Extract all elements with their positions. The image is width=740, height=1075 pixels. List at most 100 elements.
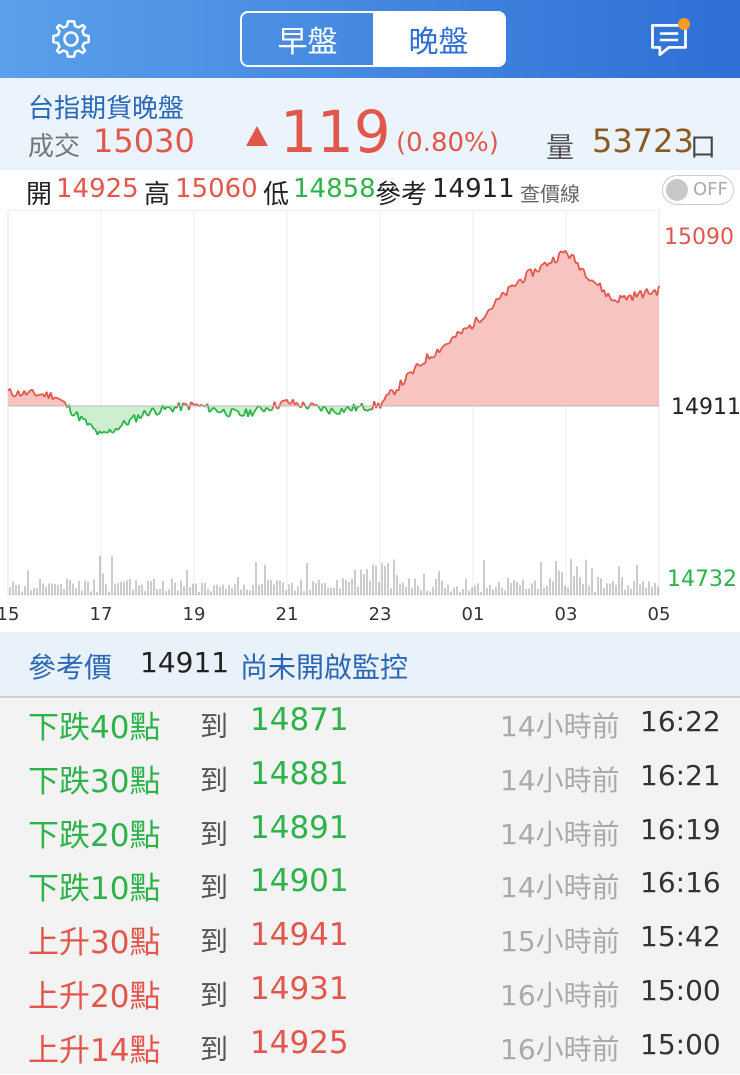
price-line-segment — [380, 402, 382, 409]
alert-label: 下跌30點 — [28, 756, 160, 801]
change-value: 119 — [280, 100, 391, 164]
price-line-segment — [266, 408, 268, 410]
monitor-status[interactable]: 尚未開啟監控 — [240, 646, 408, 686]
change-percent: (0.80%) — [396, 128, 499, 158]
notification-badge — [678, 18, 690, 30]
price-line-segment — [14, 396, 16, 397]
alert-label: 上升20點 — [28, 971, 160, 1016]
price-line-segment — [193, 404, 195, 405]
x-tick-label: 21 — [276, 604, 299, 625]
alert-ago: 14小時前 — [500, 759, 620, 799]
price-line-segment — [57, 398, 59, 399]
alert-to: 到 — [200, 1028, 228, 1068]
price-line-toggle[interactable]: OFF — [662, 175, 734, 205]
price-line-segment — [541, 264, 543, 265]
alert-label: 下跌40點 — [28, 702, 160, 747]
monitor-ref-value: 14911 — [140, 646, 229, 679]
price-line-segment — [594, 282, 596, 283]
alert-time: 16:16 — [640, 866, 721, 899]
price-line-segment — [232, 408, 234, 409]
price-line-segment — [61, 400, 63, 401]
price-line-segment — [502, 292, 504, 293]
price-line-segment — [185, 404, 187, 405]
price-line-segment — [445, 344, 447, 345]
price-line-segment — [362, 403, 364, 410]
monitor-bar: 參考價 14911 尚未開啟監控 — [0, 632, 740, 698]
x-tick-label: 01 — [462, 604, 485, 625]
price-line-segment — [572, 254, 574, 255]
price-line-segment — [490, 309, 492, 310]
price-line-segment — [93, 428, 95, 429]
high-label: 高 — [144, 174, 170, 211]
alert-to: 到 — [200, 759, 228, 799]
alert-time: 16:19 — [640, 813, 721, 846]
tab-night[interactable]: 晚盤 — [373, 13, 504, 65]
price-line-segment — [181, 403, 183, 411]
price-line-segment — [458, 331, 460, 332]
price-line-segment — [220, 412, 222, 413]
monitor-ref-label: 參考價 — [28, 646, 112, 686]
alert-to: 到 — [200, 866, 228, 906]
alert-label: 上升14點 — [28, 1025, 160, 1070]
low-label: 低 — [263, 174, 289, 211]
price-line-segment — [488, 309, 490, 310]
price-line-segment — [443, 344, 445, 346]
ref-label: 參考 — [375, 174, 427, 211]
low-value: 14858 — [293, 174, 376, 204]
top-bar: 早盤 晚盤 — [0, 0, 740, 78]
gear-icon[interactable] — [48, 16, 94, 62]
price-line-segment — [102, 432, 104, 434]
x-tick-label: 15 — [0, 604, 19, 625]
instrument-title: 台指期貨晚盤 — [28, 88, 184, 125]
alert-ago: 15小時前 — [500, 920, 620, 960]
alert-to: 到 — [200, 705, 228, 745]
alert-to: 到 — [200, 920, 228, 960]
alert-to: 到 — [200, 974, 228, 1014]
x-tick-label: 19 — [183, 604, 206, 625]
alert-label: 下跌10點 — [28, 863, 160, 908]
alert-price: 14871 — [250, 702, 349, 738]
session-switch: 早盤 晚盤 — [240, 11, 506, 67]
x-tick-label: 17 — [90, 604, 113, 625]
quote-panel: 台指期貨晚盤 成交 15030 119 (0.80%) 量 53723 口 — [0, 78, 740, 170]
x-tick-label: 23 — [369, 604, 392, 625]
price-line-segment — [582, 268, 584, 269]
alert-ago: 14小時前 — [500, 705, 620, 745]
price-line-segment — [55, 397, 57, 398]
price-line-segment — [482, 318, 484, 319]
alert-price: 14941 — [250, 917, 349, 953]
alert-ago: 14小時前 — [500, 813, 620, 853]
x-tick-label: 03 — [555, 604, 578, 625]
x-tick-label: 05 — [648, 604, 671, 625]
price-line-segment — [183, 403, 185, 404]
y-label-bottom: 14732 — [667, 567, 737, 592]
volume-label: 量 — [546, 126, 574, 166]
price-line-segment — [307, 407, 309, 409]
volume-value: 53723 — [592, 122, 694, 160]
alert-ago: 16小時前 — [500, 1028, 620, 1068]
alert-time: 15:42 — [640, 920, 721, 953]
alert-time: 15:00 — [640, 1028, 721, 1061]
y-label-top: 15090 — [664, 225, 734, 250]
alert-price: 14891 — [250, 810, 349, 846]
price-line-segment — [407, 373, 409, 374]
price-line-label: 查價線 — [520, 178, 580, 207]
ohlc-row: 開 14925 高 15060 低 14858 參考 14911 查價線 — [0, 170, 740, 210]
high-value: 15060 — [175, 174, 258, 204]
price-line-segment — [234, 409, 236, 410]
price-line-segment — [309, 403, 311, 407]
tab-morning[interactable]: 早盤 — [242, 13, 373, 65]
alert-price: 14881 — [250, 756, 349, 792]
price-line-segment — [73, 414, 75, 416]
price-line-segment — [275, 402, 277, 409]
price-line-segment — [614, 300, 616, 301]
